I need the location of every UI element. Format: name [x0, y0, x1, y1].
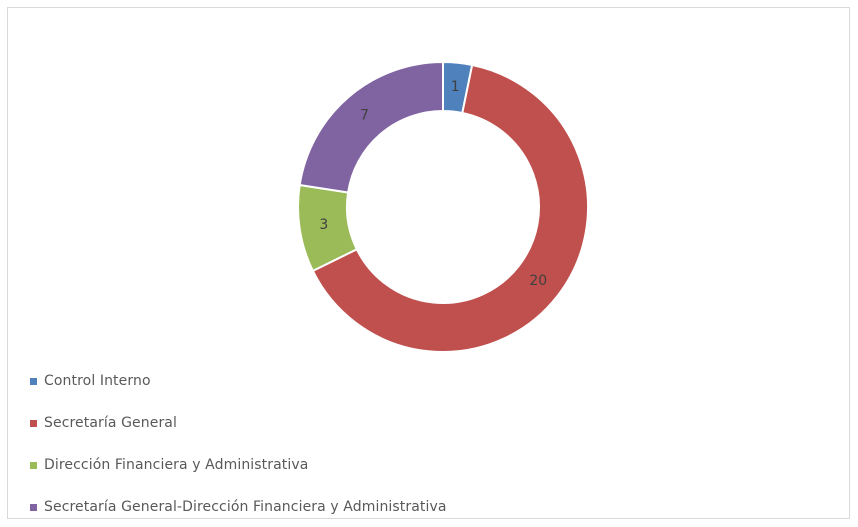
data-label: 7 — [360, 108, 369, 124]
data-labels: 1 20 3 7 — [319, 79, 547, 289]
legend-label: Control Interno — [44, 373, 151, 389]
legend-item-secretaria-general: Secretaría General — [30, 412, 177, 434]
legend-item-secretaria-direccion: Secretaría General-Dirección Financiera … — [30, 496, 447, 518]
legend-item-direccion-financiera: Dirección Financiera y Administrativa — [30, 454, 308, 476]
legend-swatch — [30, 461, 37, 469]
data-label: 3 — [319, 217, 328, 233]
slice-secretaria-general — [311, 63, 589, 353]
legend-swatch — [30, 377, 37, 385]
legend-swatch — [30, 419, 37, 427]
data-label: 1 — [451, 79, 460, 95]
data-label: 20 — [529, 273, 547, 289]
slice-secretaria-direccion — [298, 60, 444, 194]
legend-label: Secretaría General — [44, 415, 177, 431]
legend-swatch — [30, 503, 37, 511]
legend-label: Dirección Financiera y Administrativa — [44, 457, 309, 473]
donut-slices — [297, 60, 589, 353]
legend-item-control-interno: Control Interno — [30, 370, 151, 392]
legend-label: Secretaría General-Dirección Financiera … — [44, 499, 447, 515]
